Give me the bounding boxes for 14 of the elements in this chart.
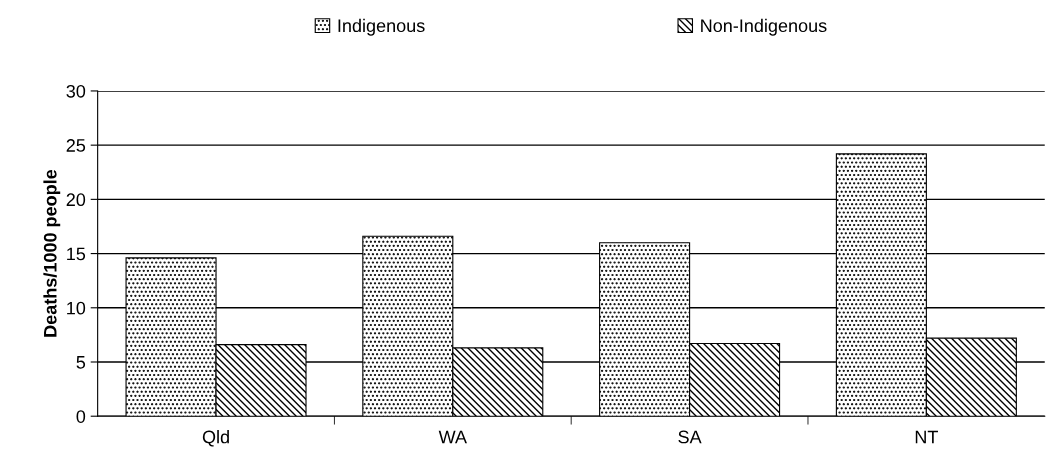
x-tick-label: SA — [678, 430, 702, 444]
y-tick-label: 30 — [66, 84, 86, 98]
legend-label: Indigenous — [338, 18, 425, 36]
y-tick-label: 0 — [76, 410, 86, 423]
x-tick-label: NT — [915, 430, 938, 444]
y-tick-label: 20 — [66, 193, 86, 207]
legend-label: Non-Indigenous — [701, 18, 827, 36]
y-tick-label: 25 — [66, 139, 86, 152]
y-tick-label: 15 — [67, 247, 86, 261]
y-tick-label: 5 — [76, 356, 86, 369]
y-tick-label: 10 — [67, 301, 86, 315]
x-tick-label: WA — [438, 430, 467, 444]
x-tick-label: Qld — [202, 430, 229, 447]
y-axis-title: Deaths/1000 people — [43, 169, 61, 337]
